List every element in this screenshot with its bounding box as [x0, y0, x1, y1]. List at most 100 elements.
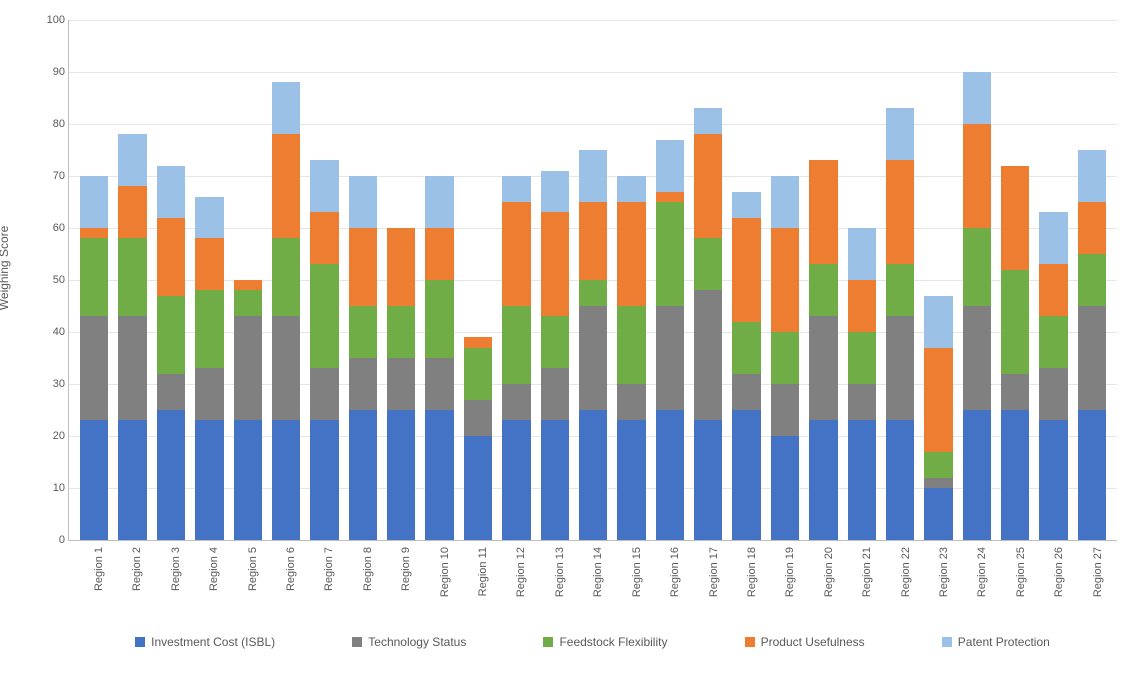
bar-segment-tech [963, 306, 991, 410]
bar-column [464, 337, 492, 540]
bar-segment-patent [541, 171, 569, 213]
bar-column [924, 296, 952, 540]
bar-segment-feed [732, 322, 760, 374]
bar-segment-patent [771, 176, 799, 228]
bar-segment-patent [502, 176, 530, 202]
bar-segment-product [502, 202, 530, 306]
legend-item-product: Product Usefulness [745, 635, 865, 649]
bar-segment-invest [809, 420, 837, 540]
bar-segment-tech [809, 316, 837, 420]
bar-segment-patent [118, 134, 146, 186]
bar-column [425, 176, 453, 540]
legend-item-tech: Technology Status [352, 635, 466, 649]
bar-segment-product [541, 212, 569, 316]
bar-segment-tech [732, 374, 760, 410]
bar-column [963, 72, 991, 540]
bar-segment-invest [118, 420, 146, 540]
bar-segment-feed [541, 316, 569, 368]
bar-segment-feed [234, 290, 262, 316]
bar-column [349, 176, 377, 540]
bar-column [272, 82, 300, 540]
bar-column [656, 140, 684, 540]
y-tick-label: 30 [35, 378, 65, 390]
bar-segment-feed [694, 238, 722, 290]
bar-column [694, 108, 722, 540]
bar-segment-tech [771, 384, 799, 436]
bar-segment-product [656, 192, 684, 202]
bar-segment-invest [1001, 410, 1029, 540]
bar-segment-product [118, 186, 146, 238]
bar-segment-feed [924, 452, 952, 478]
x-axis-labels: Region 1Region 2Region 3Region 4Region 5… [68, 541, 1117, 617]
bar-segment-invest [732, 410, 760, 540]
bar-segment-product [272, 134, 300, 238]
bar-segment-invest [464, 436, 492, 540]
bar-column [771, 176, 799, 540]
bar-segment-product [425, 228, 453, 280]
bar-segment-product [848, 280, 876, 332]
bar-segment-patent [579, 150, 607, 202]
y-tick-label: 100 [35, 14, 65, 26]
plot-area: 0102030405060708090100 [68, 20, 1117, 541]
bar-segment-product [732, 218, 760, 322]
bar-segment-feed [1001, 270, 1029, 374]
bar-segment-tech [272, 316, 300, 420]
bar-segment-invest [924, 488, 952, 540]
bar-segment-tech [848, 384, 876, 420]
bar-segment-patent [656, 140, 684, 192]
bar-segment-tech [157, 374, 185, 410]
bar-segment-product [80, 228, 108, 238]
bar-column [848, 228, 876, 540]
bar-segment-patent [80, 176, 108, 228]
bar-column [886, 108, 914, 540]
bar-column [157, 166, 185, 540]
bar-segment-feed [886, 264, 914, 316]
bar-segment-product [1078, 202, 1106, 254]
bar-segment-tech [387, 358, 415, 410]
bar-segment-patent [694, 108, 722, 134]
bar-segment-feed [617, 306, 645, 384]
bar-column [541, 171, 569, 540]
bar-segment-product [963, 124, 991, 228]
bar-segment-tech [1001, 374, 1029, 410]
bar-segment-product [771, 228, 799, 332]
bar-segment-product [234, 280, 262, 290]
bars-container [69, 20, 1117, 540]
bar-segment-invest [80, 420, 108, 540]
legend-label: Feedstock Flexibility [559, 635, 667, 649]
weighing-score-chart: Weighing Score 0102030405060708090100 Re… [20, 20, 1117, 653]
bar-segment-invest [157, 410, 185, 540]
bar-segment-invest [886, 420, 914, 540]
bar-segment-feed [809, 264, 837, 316]
bar-segment-invest [502, 420, 530, 540]
legend-item-patent: Patent Protection [942, 635, 1050, 649]
bar-segment-invest [541, 420, 569, 540]
bar-segment-feed [425, 280, 453, 358]
bar-column [732, 192, 760, 540]
bar-segment-tech [1078, 306, 1106, 410]
bar-segment-product [387, 228, 415, 306]
bar-segment-invest [349, 410, 377, 540]
bar-segment-feed [1039, 316, 1067, 368]
bar-segment-invest [694, 420, 722, 540]
bar-segment-feed [848, 332, 876, 384]
bar-segment-tech [310, 368, 338, 420]
bar-segment-feed [502, 306, 530, 384]
bar-segment-invest [656, 410, 684, 540]
bar-segment-tech [502, 384, 530, 420]
y-tick-label: 40 [35, 326, 65, 338]
y-tick-label: 70 [35, 170, 65, 182]
bar-segment-product [886, 160, 914, 264]
bar-segment-invest [195, 420, 223, 540]
legend-swatch [942, 637, 952, 647]
bar-segment-tech [579, 306, 607, 410]
legend-swatch [135, 637, 145, 647]
bar-segment-product [579, 202, 607, 280]
bar-column [1001, 166, 1029, 540]
bar-segment-tech [886, 316, 914, 420]
bar-segment-patent [886, 108, 914, 160]
bar-column [195, 197, 223, 540]
bar-segment-invest [310, 420, 338, 540]
bar-segment-feed [272, 238, 300, 316]
bar-segment-product [694, 134, 722, 238]
